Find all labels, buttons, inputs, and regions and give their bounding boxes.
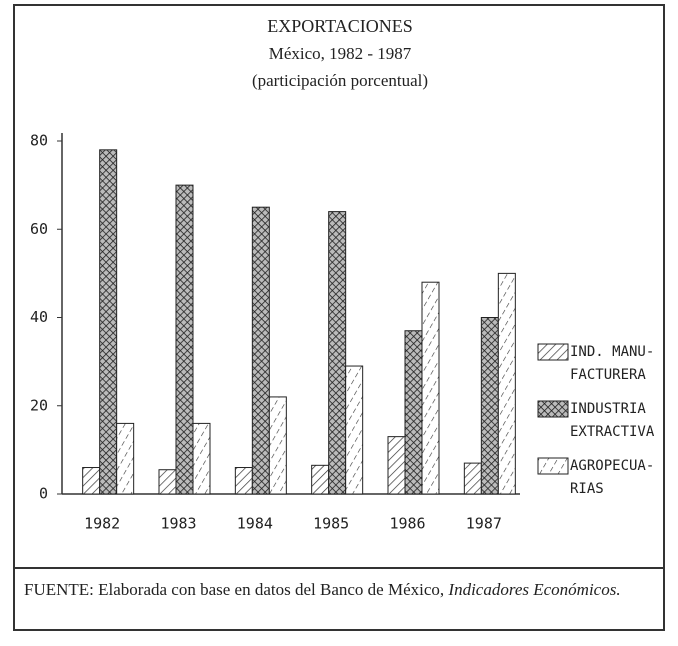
bar [234,467,253,495]
chart-subtitle: México, 1982 - 1987 [269,44,412,63]
legend-label: IND. MANU- FACTURERA [570,344,654,383]
y-tick-label: 40 [30,308,48,326]
legend-label: AGROPECUA- RIAS [570,458,654,497]
bar [345,365,364,495]
legend-line: INDUSTRIA [570,401,646,417]
bar [421,281,440,495]
frame [13,4,665,631]
chart-title: EXPORTACIONES [267,16,413,36]
legend-label: INDUSTRIA EXTRACTIVA [570,401,655,440]
chart-subtitle: (participación porcentual) [252,71,428,90]
y-tick-label: 60 [30,220,48,238]
legend-swatch [537,400,569,418]
bar [99,149,118,495]
source-title: Indicadores Económicos. [448,580,621,599]
legend-line: FACTURERA [570,367,646,383]
bar [158,469,177,495]
bar [82,467,101,495]
bar [251,206,270,495]
source-note: FUENTE: Elaborada con base en datos del … [24,578,649,602]
y-tick-label: 0 [39,485,48,503]
bar [497,272,516,495]
bar [268,396,287,495]
legend-line: RIAS [570,481,604,497]
source-text: FUENTE: Elaborada con base en datos del … [24,580,445,599]
x-tick-label: 1983 [160,515,196,533]
legend-line: IND. MANU- [570,344,654,360]
x-tick-label: 1984 [237,515,273,533]
bar [192,422,211,495]
legend-swatch [537,457,569,475]
legend-swatch [537,343,569,361]
x-tick-label: 1982 [84,515,120,533]
bar [387,436,406,495]
bar [480,317,499,495]
bar [404,330,423,495]
y-tick-label: 80 [30,132,48,150]
legend-line: EXTRACTIVA [570,424,655,440]
bar [463,462,482,495]
x-tick-label: 1985 [313,515,349,533]
y-tick-label: 20 [30,396,48,414]
x-tick-label: 1986 [389,515,425,533]
legend-line: AGROPECUA- [570,458,654,474]
bar [116,422,135,495]
x-tick-label: 1987 [466,515,502,533]
bar [328,211,347,495]
bar [311,464,330,495]
bar [175,184,194,495]
